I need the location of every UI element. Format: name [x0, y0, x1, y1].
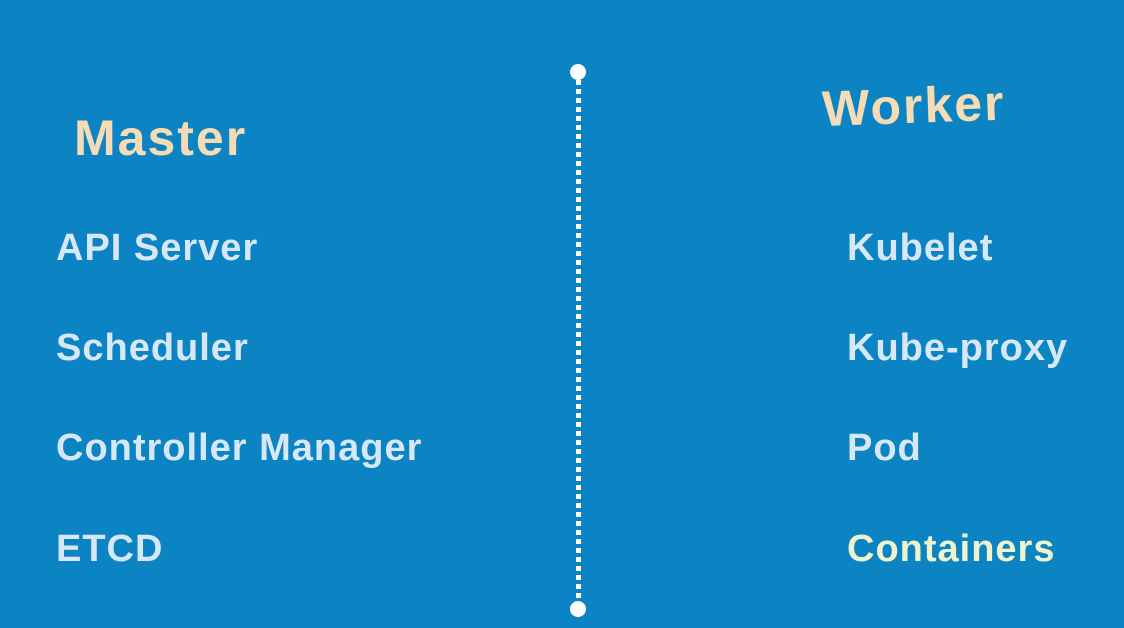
worker-column-title: Worker	[821, 74, 1007, 137]
worker-item-containers: Containers	[847, 528, 1056, 570]
worker-item-kube-proxy: Kube-proxy	[847, 327, 1069, 369]
master-item-controller-manager: Controller Manager	[56, 427, 423, 469]
master-item-scheduler: Scheduler	[56, 327, 249, 369]
master-column-title: Master	[74, 110, 248, 166]
worker-item-pod: Pod	[847, 427, 922, 469]
master-item-etcd: ETCD	[56, 528, 164, 570]
worker-item-kubelet: Kubelet	[847, 227, 994, 269]
divider-bottom-dot	[570, 601, 586, 617]
master-item-api-server: API Server	[56, 227, 259, 269]
divider-top-dot	[570, 64, 586, 80]
divider-dotted-line	[576, 80, 581, 602]
